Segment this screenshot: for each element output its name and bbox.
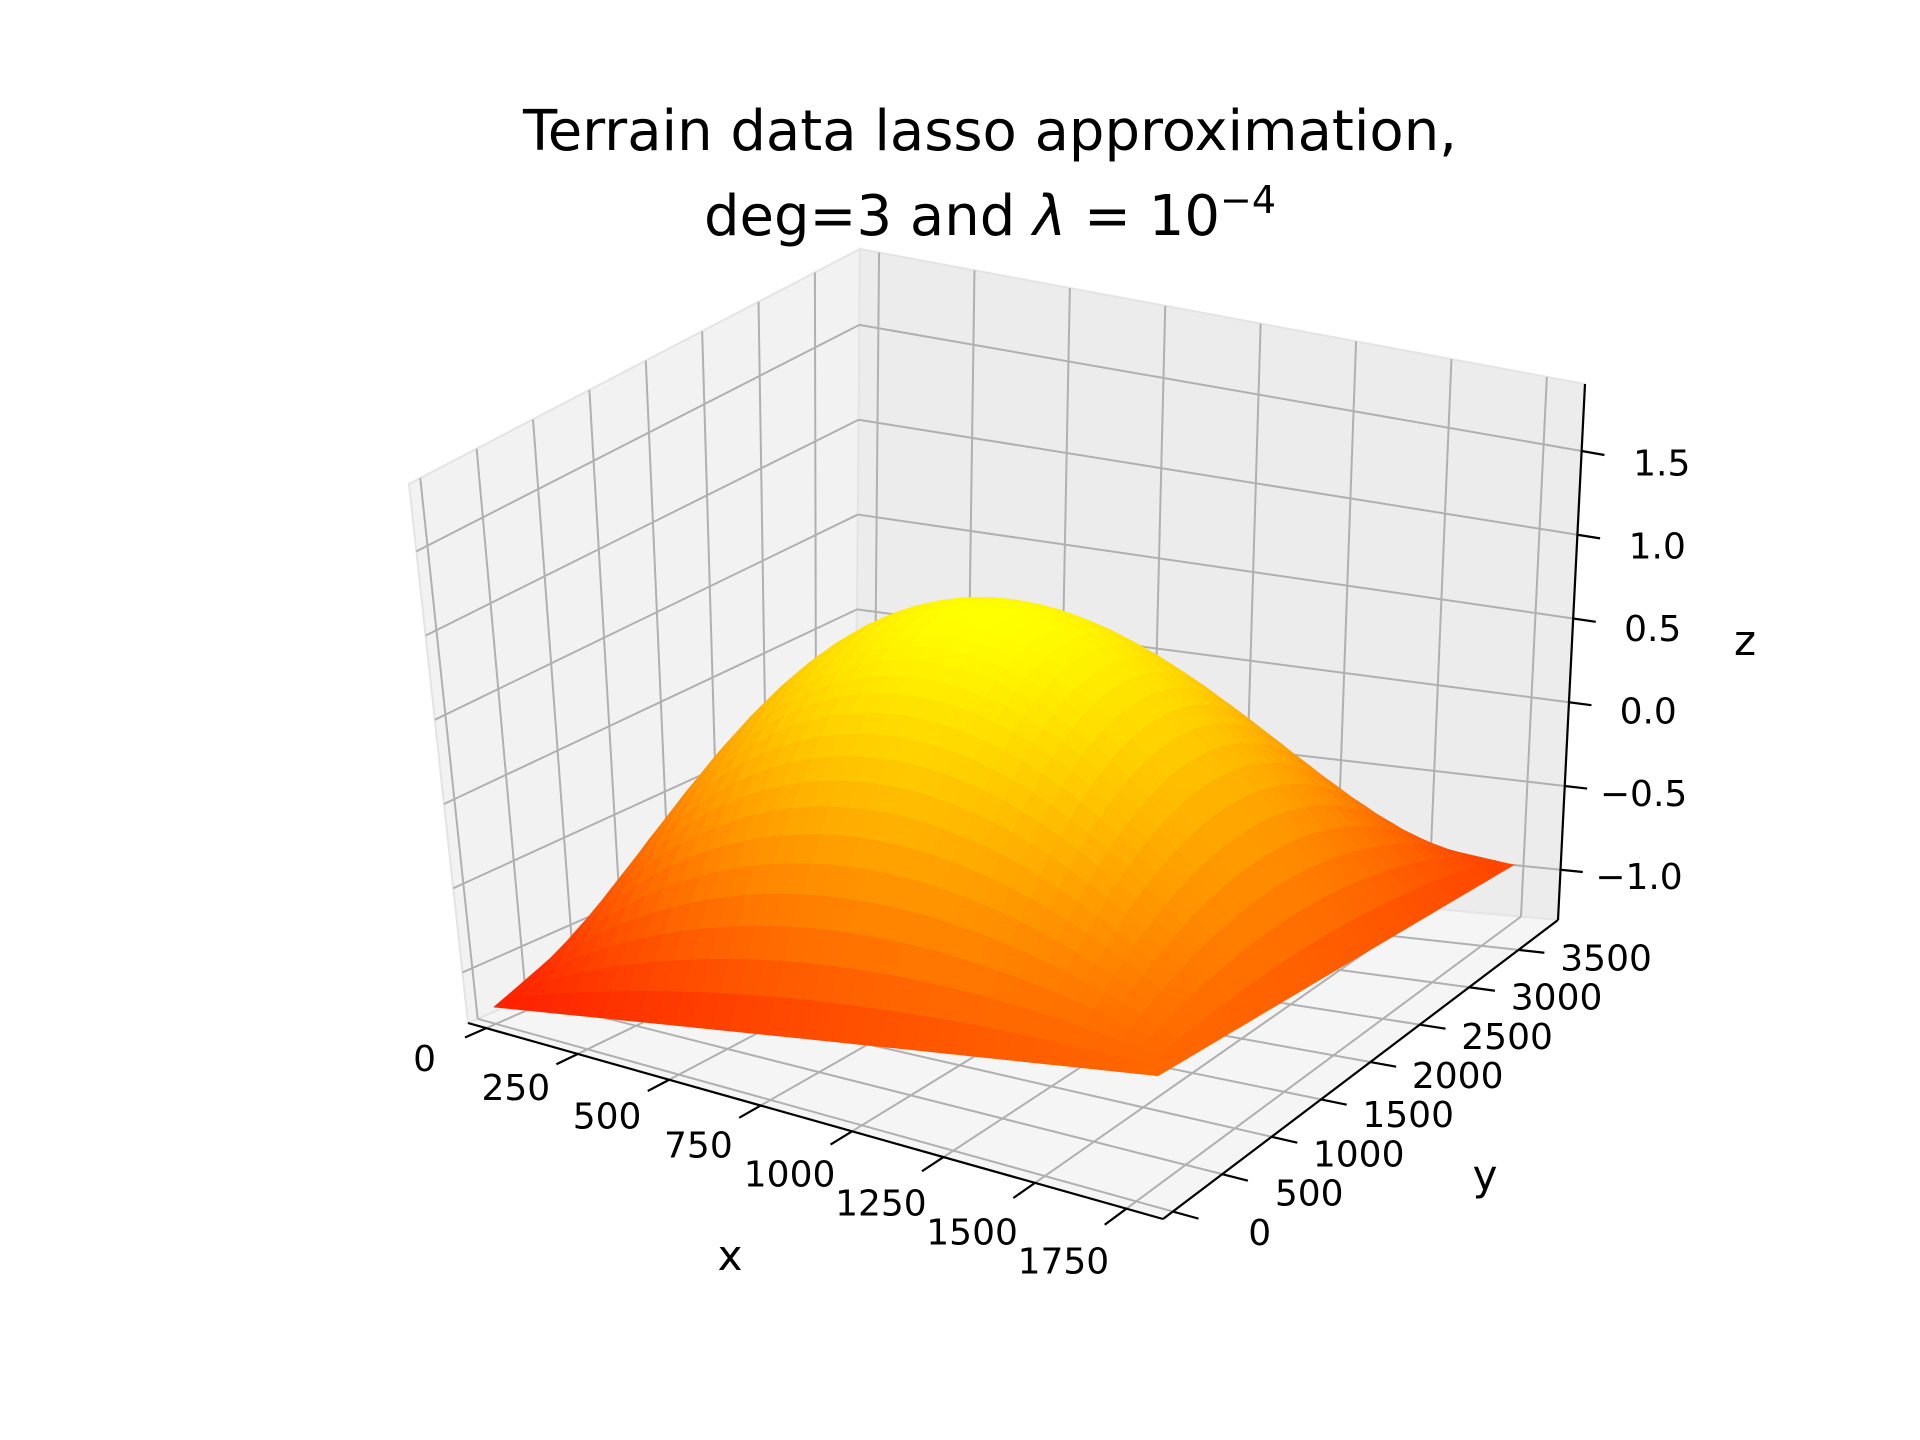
z-tick-label: 1.0	[1629, 526, 1686, 567]
grid-y-floor	[525, 996, 1223, 1176]
x-tick	[555, 1052, 579, 1066]
grid-z-back	[858, 418, 1578, 536]
y-tick	[1419, 1023, 1446, 1030]
x-tick	[921, 1156, 945, 1173]
surface-patch	[1138, 1064, 1169, 1077]
y-tick-label: 1000	[1313, 1134, 1405, 1175]
grid-z-left	[443, 608, 858, 805]
x-tick	[738, 1104, 762, 1119]
title-lambda: λ	[1030, 184, 1066, 249]
grid-x-back	[1427, 359, 1453, 909]
y-tick	[1221, 1173, 1249, 1182]
title-exponent: −4	[1220, 178, 1276, 222]
x-tick-label: 1000	[744, 1155, 836, 1196]
y-axis-label: y	[1473, 1151, 1498, 1200]
x-tick-label: 500	[573, 1097, 642, 1138]
title-equals: =	[1066, 184, 1149, 249]
grid-y-left	[419, 478, 479, 1019]
axes-lines	[467, 383, 1587, 1221]
x-tick-label: 1500	[926, 1212, 1018, 1253]
z-tick-label: −1.0	[1595, 857, 1682, 898]
x-axis-label: x	[718, 1231, 743, 1280]
x-tick	[647, 1078, 670, 1092]
z-tick-label: 0.0	[1620, 692, 1677, 733]
z-tick	[1564, 784, 1588, 790]
grid-x-floor	[1125, 915, 1522, 1210]
x-tick-label: 250	[481, 1068, 550, 1109]
z-tick-label: 0.5	[1624, 609, 1681, 650]
x-axis-line	[467, 1021, 1164, 1221]
y-tick	[1320, 1098, 1347, 1106]
grid-y-left	[475, 448, 528, 999]
y-tick	[1172, 1210, 1199, 1220]
z-tick-label: −0.5	[1600, 774, 1687, 815]
x-tick	[1104, 1207, 1128, 1226]
grid-y-left	[588, 389, 624, 957]
y-tick	[1271, 1135, 1298, 1144]
x-tick-label: 0	[413, 1039, 436, 1080]
y-tick-label: 2000	[1412, 1056, 1504, 1097]
y-axis-line	[1162, 919, 1559, 1220]
y-tick-label: 2500	[1461, 1017, 1553, 1058]
z-tick	[1573, 617, 1596, 623]
z-axis-line	[1556, 383, 1587, 921]
title-prefix: deg=3 and	[704, 184, 1033, 249]
grid-z-left	[425, 418, 860, 637]
grid-z-left	[434, 513, 859, 721]
grid-z-back	[859, 323, 1582, 452]
x-tick	[1012, 1181, 1036, 1199]
grid-y-floor	[477, 1017, 1174, 1213]
grid-z-back	[857, 513, 1574, 620]
y-tick-label: 3500	[1560, 938, 1652, 979]
z-tick	[1577, 533, 1601, 540]
z-tick	[1581, 449, 1605, 457]
y-tick-label: 1500	[1362, 1095, 1454, 1136]
y-tick	[1468, 986, 1496, 992]
x-tick	[464, 1027, 487, 1039]
z-tick	[1568, 701, 1592, 707]
grid-x-back	[1520, 376, 1548, 917]
z-axis-label: z	[1734, 616, 1756, 665]
x-tick-label: 1750	[1018, 1241, 1110, 1282]
axes-ticks: 0250500750100012501500175005001000150020…	[413, 444, 1690, 1283]
y-tick	[1370, 1060, 1397, 1068]
chart-title-line1: Terrain data lasso approximation,	[522, 99, 1457, 164]
z-tick-label: 1.5	[1633, 444, 1690, 485]
y-tick	[1518, 948, 1545, 954]
y-tick-label: 0	[1248, 1213, 1271, 1254]
x-tick	[829, 1130, 853, 1146]
x-tick-label: 1250	[835, 1183, 927, 1224]
grid-y-left	[532, 419, 576, 978]
y-tick-label: 3000	[1511, 978, 1603, 1019]
y-tick-label: 500	[1275, 1174, 1344, 1215]
chart-title-line2: deg=3 and λ = 10−4	[704, 178, 1276, 249]
title-base: 10	[1149, 184, 1220, 249]
grid-z-left	[415, 323, 860, 553]
z-tick	[1560, 868, 1583, 874]
x-tick-label: 750	[664, 1126, 733, 1167]
surface-plot	[493, 597, 1515, 1077]
